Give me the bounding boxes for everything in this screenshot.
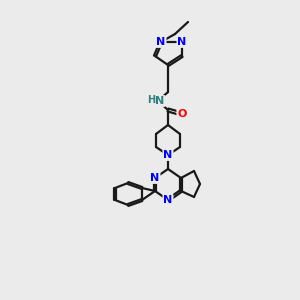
Text: N: N [150, 173, 160, 183]
Text: N: N [164, 150, 172, 160]
Text: H: H [147, 95, 155, 105]
Text: N: N [164, 195, 172, 205]
Text: O: O [177, 109, 187, 119]
Text: N: N [177, 37, 187, 47]
Text: N: N [155, 96, 165, 106]
Text: N: N [156, 37, 166, 47]
